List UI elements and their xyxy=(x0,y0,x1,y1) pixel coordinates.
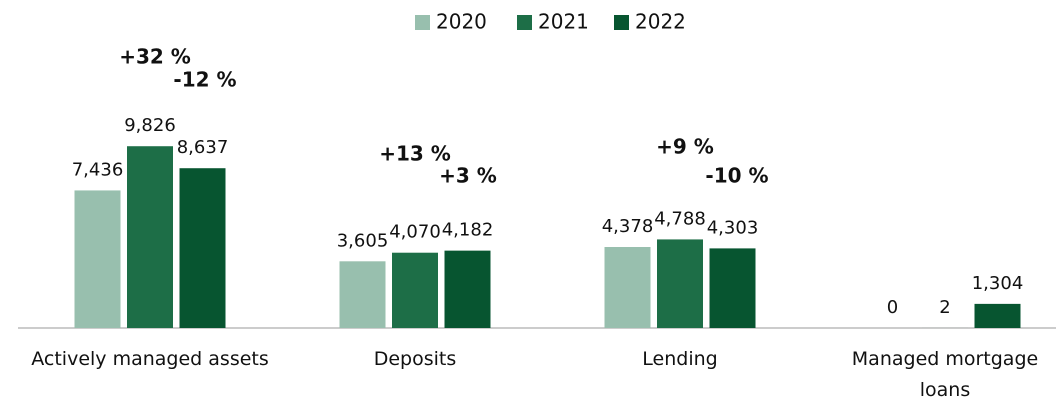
x-tick-label-box: Deposits xyxy=(373,348,457,370)
value-label: 0 xyxy=(887,297,898,318)
x-tick-label: Deposits xyxy=(373,348,457,370)
value-label: 3,605 xyxy=(337,230,389,251)
value-label: 1,304 xyxy=(972,273,1024,294)
value-label: 7,436 xyxy=(72,159,124,180)
x-tick-label: Actively managed assets xyxy=(31,348,269,370)
value-label: 9,826 xyxy=(124,115,176,136)
legend-item: 2021 xyxy=(517,10,589,34)
legend-label: 2022 xyxy=(635,10,686,34)
bar xyxy=(444,250,491,328)
annotation: +9 % xyxy=(656,135,714,159)
annotation: +3 % xyxy=(439,164,497,188)
legend-label: 2021 xyxy=(538,10,589,34)
annotation: +13 % xyxy=(379,142,451,166)
value-label: 2 xyxy=(939,297,950,318)
legend-item: 2020 xyxy=(415,10,487,34)
value-label: 4,070 xyxy=(389,222,441,243)
annotation: +32 % xyxy=(119,45,191,69)
annotation: -12 % xyxy=(173,68,236,92)
legend-swatch xyxy=(614,15,629,30)
x-tick-label-box: Managed mortgage loans xyxy=(851,348,1039,401)
bar xyxy=(392,252,438,328)
bar xyxy=(74,190,121,328)
bar xyxy=(179,168,226,328)
x-tick-label: Lending xyxy=(642,348,718,370)
legend-swatch xyxy=(415,15,430,30)
legend-label: 2020 xyxy=(436,10,487,34)
annotation: -10 % xyxy=(705,164,768,188)
bar xyxy=(339,261,386,328)
bar xyxy=(974,303,1021,328)
value-label: 4,788 xyxy=(654,208,706,229)
value-label: 4,303 xyxy=(707,217,759,238)
bar xyxy=(657,239,703,328)
x-tick-label-box: Actively managed assets xyxy=(31,348,269,370)
value-label: 4,378 xyxy=(602,216,654,237)
bar xyxy=(127,146,173,328)
legend-item: 2022 xyxy=(614,10,686,34)
legend-swatch xyxy=(517,15,532,30)
value-label: 4,182 xyxy=(442,220,494,241)
x-tick-label: Managed mortgage loans xyxy=(851,348,1039,401)
bar xyxy=(604,247,651,328)
value-label: 8,637 xyxy=(177,137,229,158)
x-tick-label-box: Lending xyxy=(642,348,718,370)
bar xyxy=(709,248,756,328)
